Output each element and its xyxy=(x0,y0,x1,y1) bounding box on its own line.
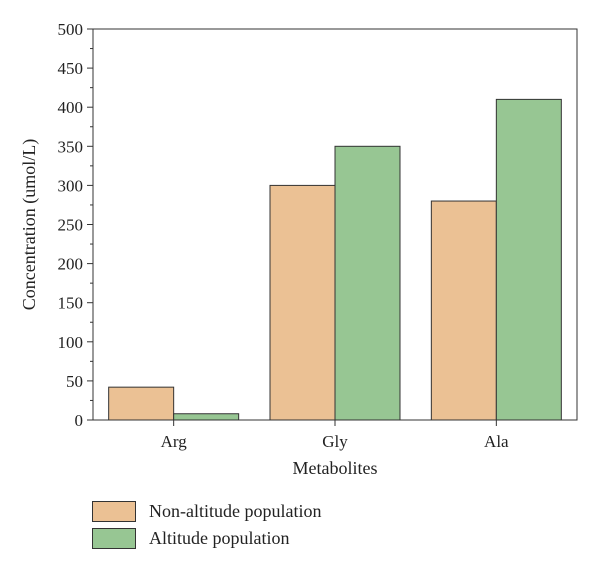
bar-gly-non-altitude xyxy=(269,184,336,421)
legend-label-altitude: Altitude population xyxy=(149,528,290,548)
bars-group xyxy=(108,98,562,421)
y-tick-label: 250 xyxy=(58,216,84,235)
plot-frame xyxy=(92,28,578,421)
x-tick-label-ala: Ala xyxy=(484,432,509,451)
x-tick-label-arg: Arg xyxy=(161,432,188,451)
legend-label-non-altitude: Non-altitude population xyxy=(149,501,322,521)
bar-chart: 0 50 100 150 200 250 300 350 400 450 500 Arg Gly Ala… xyxy=(19,20,578,478)
bar-gly-altitude xyxy=(334,145,401,421)
bar-ala-non-altitude xyxy=(430,200,497,421)
y-tick-label: 100 xyxy=(58,333,84,352)
legend-swatch-non-altitude xyxy=(92,501,136,522)
bar-arg-non-altitude xyxy=(108,386,175,421)
bar-ala-altitude xyxy=(495,98,562,421)
y-tick-label: 500 xyxy=(58,20,84,39)
y-tick-label: 450 xyxy=(58,59,84,78)
x-axis: Arg Gly Ala xyxy=(161,420,509,451)
legend-item-non-altitude: Non-altitude population xyxy=(92,499,321,524)
y-tick-label: 0 xyxy=(75,411,84,430)
y-tick-label: 350 xyxy=(58,137,84,156)
legend-item-altitude: Altitude population xyxy=(92,526,321,551)
y-tick-label: 50 xyxy=(66,372,83,391)
y-tick-label: 200 xyxy=(58,255,84,274)
y-tick-label: 150 xyxy=(58,294,84,313)
legend: Non-altitude population Altitude populat… xyxy=(92,499,321,553)
legend-swatch-altitude xyxy=(92,528,136,549)
bar-arg-altitude xyxy=(173,413,240,421)
y-axis-label: Concentration (umol/L) xyxy=(19,139,40,310)
y-tick-label: 400 xyxy=(58,98,84,117)
x-axis-label: Metabolites xyxy=(293,458,378,478)
y-tick-label: 300 xyxy=(58,176,84,195)
y-axis: 0 50 100 150 200 250 300 350 400 450 500 xyxy=(58,20,93,430)
x-tick-label-gly: Gly xyxy=(322,432,348,451)
